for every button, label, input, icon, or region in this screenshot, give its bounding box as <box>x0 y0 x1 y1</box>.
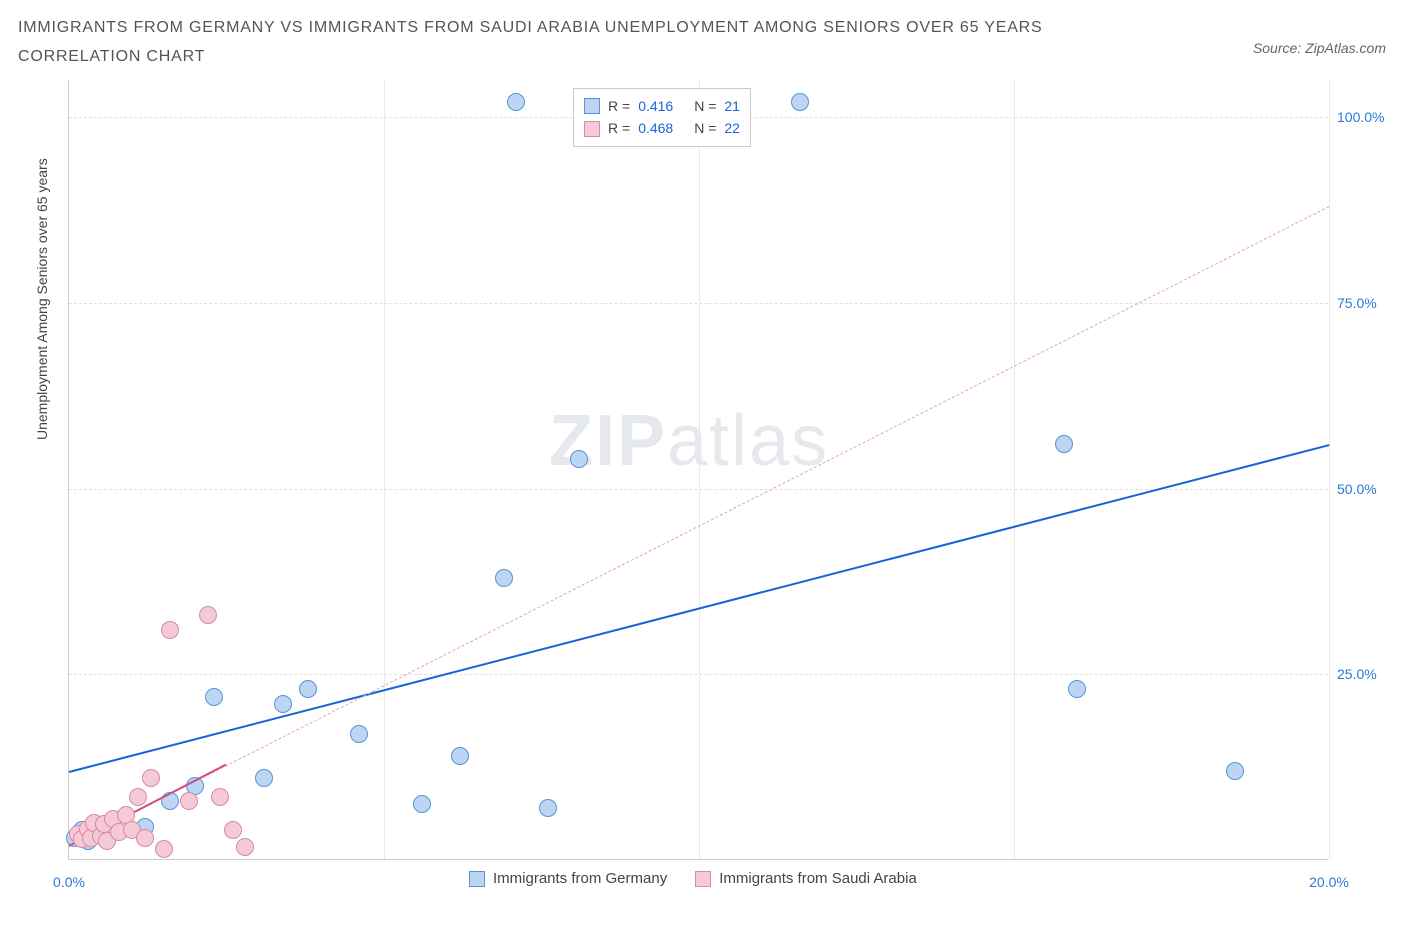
x-tick-label: 0.0% <box>53 874 85 890</box>
legend-correlation-box: R = 0.416 N = 21 R = 0.468 N = 22 <box>573 88 751 147</box>
legend-row: R = 0.416 N = 21 <box>584 95 740 117</box>
watermark-bold: ZIP <box>549 401 667 481</box>
data-point <box>236 838 254 856</box>
data-point <box>136 829 154 847</box>
data-point <box>199 606 217 624</box>
legend-n-value: 21 <box>724 95 740 117</box>
legend-r-value: 0.416 <box>638 95 686 117</box>
data-point <box>142 769 160 787</box>
y-tick-label: 75.0% <box>1337 295 1397 311</box>
watermark: ZIPatlas <box>549 400 829 482</box>
data-point <box>299 680 317 698</box>
data-point <box>211 788 229 806</box>
legend-series-item: Immigrants from Germany <box>469 870 667 887</box>
legend-r-value: 0.468 <box>638 117 686 139</box>
data-point <box>539 799 557 817</box>
data-point <box>1055 435 1073 453</box>
gridline-vertical <box>1329 80 1330 859</box>
source-name: ZipAtlas.com <box>1305 40 1386 56</box>
data-point <box>791 93 809 111</box>
legend-swatch <box>469 871 485 887</box>
data-point <box>507 93 525 111</box>
legend-swatch <box>584 121 600 137</box>
data-point <box>155 840 173 858</box>
legend-n-label: N = <box>694 95 716 117</box>
gridline-vertical <box>699 80 700 859</box>
legend-series-item: Immigrants from Saudi Arabia <box>695 870 917 887</box>
data-point <box>161 621 179 639</box>
data-point <box>1226 762 1244 780</box>
data-point <box>1068 680 1086 698</box>
chart-title-block: IMMIGRANTS FROM GERMANY VS IMMIGRANTS FR… <box>18 14 1043 72</box>
data-point <box>205 688 223 706</box>
legend-series-label: Immigrants from Saudi Arabia <box>719 870 917 887</box>
y-tick-label: 25.0% <box>1337 666 1397 682</box>
gridline-vertical <box>1014 80 1015 859</box>
gridline-vertical <box>384 80 385 859</box>
x-tick-label: 20.0% <box>1309 874 1349 890</box>
legend-row: R = 0.468 N = 22 <box>584 117 740 139</box>
y-axis-title: Unemployment Among Seniors over 65 years <box>34 158 50 440</box>
legend-series-label: Immigrants from Germany <box>493 870 667 887</box>
watermark-light: atlas <box>667 401 829 481</box>
y-tick-label: 100.0% <box>1337 109 1397 125</box>
chart-area: ZIPatlas 25.0%50.0%75.0%100.0%0.0%20.0%R… <box>68 80 1388 890</box>
source-prefix: Source: <box>1253 40 1305 56</box>
legend-series: Immigrants from Germany Immigrants from S… <box>469 870 917 887</box>
data-point <box>495 569 513 587</box>
data-point <box>570 450 588 468</box>
y-tick-label: 50.0% <box>1337 481 1397 497</box>
source-attribution: Source: ZipAtlas.com <box>1253 40 1386 56</box>
legend-swatch <box>695 871 711 887</box>
legend-n-label: N = <box>694 117 716 139</box>
chart-title-line2: CORRELATION CHART <box>18 43 1043 72</box>
data-point <box>451 747 469 765</box>
data-point <box>413 795 431 813</box>
data-point <box>350 725 368 743</box>
data-point <box>255 769 273 787</box>
data-point <box>224 821 242 839</box>
legend-n-value: 22 <box>724 117 740 139</box>
chart-title-line1: IMMIGRANTS FROM GERMANY VS IMMIGRANTS FR… <box>18 14 1043 43</box>
data-point <box>274 695 292 713</box>
plot-region: ZIPatlas 25.0%50.0%75.0%100.0%0.0%20.0%R… <box>68 80 1328 860</box>
data-point <box>129 788 147 806</box>
legend-r-label: R = <box>608 95 630 117</box>
data-point <box>180 792 198 810</box>
legend-r-label: R = <box>608 117 630 139</box>
legend-swatch <box>584 98 600 114</box>
